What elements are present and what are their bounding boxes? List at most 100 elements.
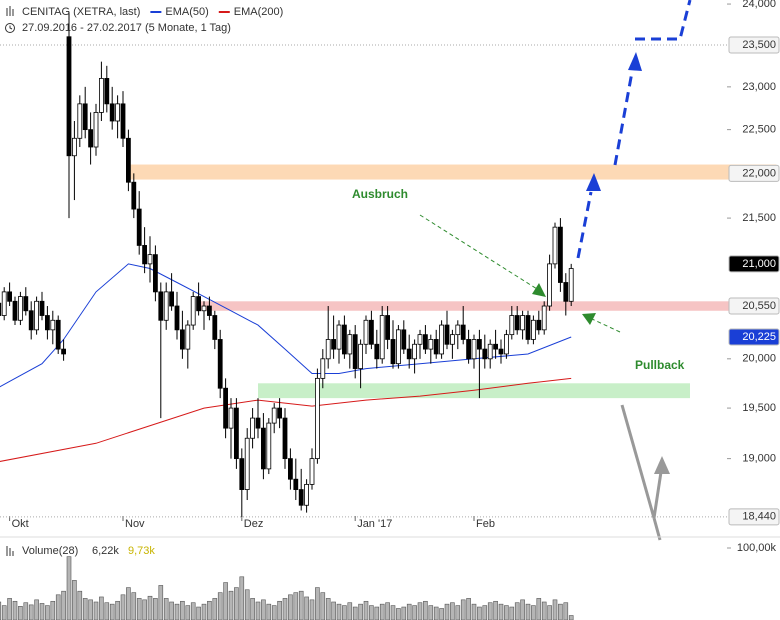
arrow-head	[532, 283, 546, 297]
candle-body	[244, 437, 250, 490]
candle-body	[1, 291, 7, 316]
candles	[0, 12, 574, 517]
volume-bar	[493, 600, 498, 620]
x-tick-label: Okt	[12, 518, 29, 530]
volume-bar	[525, 603, 531, 620]
candle-body	[412, 343, 418, 360]
candle-body	[314, 377, 320, 460]
candle-body	[428, 339, 434, 350]
volume-bar	[255, 601, 261, 620]
arrow-head	[628, 52, 642, 71]
candle-body	[217, 339, 223, 389]
volume-bar	[217, 592, 223, 620]
x-tick-label: Nov	[125, 518, 145, 530]
volume-average: 9,73k	[128, 545, 155, 557]
candle-body	[99, 78, 104, 113]
volume-bar	[50, 600, 56, 620]
volume-bar	[228, 590, 234, 620]
volume-bar	[266, 603, 272, 620]
volume-bar	[39, 603, 45, 620]
candle-body	[520, 315, 525, 331]
volume-bar	[374, 606, 380, 620]
candle-body	[120, 103, 126, 139]
x-tick-label: Feb	[476, 518, 495, 530]
legend-label: EMA(50)	[165, 6, 208, 18]
candle-body	[358, 343, 364, 369]
volume-bar	[325, 598, 331, 620]
volume-bar	[358, 603, 363, 620]
candle-body	[325, 339, 331, 360]
candle-body	[455, 324, 461, 336]
candle-body	[341, 324, 347, 355]
volume-bar	[196, 606, 201, 620]
scenario-line	[652, 471, 663, 519]
volume-bar	[450, 602, 455, 620]
volume-bar	[72, 580, 77, 620]
candle-body	[347, 334, 353, 355]
indicator-lines	[0, 263, 572, 462]
candle-body	[298, 489, 304, 506]
volume-bar	[558, 603, 563, 620]
volume-bar	[185, 605, 191, 620]
indicator-line	[0, 263, 572, 388]
candle-body	[385, 315, 391, 340]
candle-body	[179, 329, 185, 350]
volume-bar	[396, 608, 401, 620]
volume-bar	[342, 605, 347, 620]
volume-bar	[136, 598, 142, 620]
legend-label: EMA(200)	[234, 6, 284, 18]
volume-bar	[428, 605, 434, 620]
candle-body	[331, 339, 337, 350]
volume-bar	[347, 602, 353, 620]
pointer-line	[591, 318, 621, 333]
candle-body	[39, 300, 45, 316]
candle-body	[88, 129, 93, 148]
candle-body	[541, 305, 547, 331]
candle-body	[487, 343, 493, 360]
volume-bar	[207, 600, 212, 620]
chart-icon	[6, 6, 14, 16]
candle-body	[255, 417, 261, 429]
candle-body	[239, 458, 245, 490]
volume-bar	[520, 599, 525, 620]
candle-body	[50, 319, 56, 331]
volume-bar	[55, 594, 61, 620]
candle-body	[93, 112, 99, 148]
candle-body	[17, 296, 23, 321]
candle-body	[460, 324, 466, 340]
candle-body	[433, 339, 439, 355]
volume-bar	[509, 606, 515, 620]
volume-bar	[174, 603, 180, 620]
candle-body	[336, 324, 342, 350]
volume-bar	[352, 606, 358, 620]
candle-body	[250, 417, 256, 439]
volume-bar	[401, 606, 407, 620]
y-tick-label: 22,500	[742, 124, 776, 136]
volume-bar	[126, 587, 131, 620]
volume-bar	[12, 600, 18, 620]
volume-bar	[552, 599, 558, 620]
scenario-line	[652, 517, 662, 541]
volume-bar	[120, 594, 126, 620]
candle-body	[293, 478, 299, 490]
x-tick-label: Jan '17	[357, 518, 392, 530]
price-axis: 24,000 23,000 22,500 21,500 20,000 19,500 19,0…	[727, 0, 780, 526]
arrow-head	[654, 456, 670, 474]
candle-body	[66, 36, 72, 157]
volume-bar	[390, 605, 396, 620]
volume-bar	[190, 602, 196, 620]
volume-bar	[115, 600, 120, 620]
volume-bar	[439, 608, 444, 620]
annotation: Pullback	[635, 358, 685, 372]
candle-body	[152, 254, 158, 293]
volume-bar	[142, 599, 147, 620]
chart-title: CENITAG (XETRA, last)	[22, 6, 140, 18]
volume-bar	[28, 604, 34, 620]
volume-bar	[547, 605, 552, 620]
volume-bar	[153, 598, 158, 620]
volume-bar	[455, 605, 461, 620]
candle-body	[309, 458, 315, 485]
candle-body	[34, 300, 39, 331]
candle-body	[260, 427, 266, 470]
candle-body	[233, 407, 239, 460]
